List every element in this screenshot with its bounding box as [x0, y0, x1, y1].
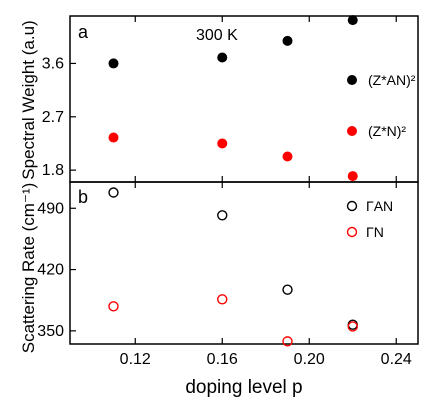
temperature-annotation: 300 K — [196, 27, 238, 44]
panel-b-ytick-label: 490 — [37, 200, 64, 217]
legend-marker-gan — [346, 200, 358, 212]
x-tick-label: 0.16 — [207, 351, 238, 368]
data-point — [347, 321, 358, 332]
panel-a-label: a — [78, 22, 89, 42]
panel-a-ytick-label: 2.7 — [42, 109, 64, 126]
panel-a-frame — [69, 15, 419, 183]
panel-a-ytick-label: 1.8 — [42, 162, 64, 179]
x-tick-label: 0.24 — [381, 351, 412, 368]
legend-label-zan: (Z*AN)² — [368, 72, 416, 88]
data-point — [108, 58, 119, 69]
data-point — [282, 284, 293, 295]
data-point — [282, 35, 293, 46]
legend-label-gan: ΓAN — [366, 198, 393, 214]
data-point — [108, 132, 119, 143]
data-point — [347, 15, 358, 26]
data-point — [217, 52, 228, 63]
legend-panel-a: (Z*AN)² (Z*N)² — [347, 72, 416, 139]
panel-a-ytick-label: 3.6 — [42, 55, 64, 72]
legend-panel-b: ΓAN ΓN — [346, 198, 393, 240]
panel-b-ytick-label: 420 — [37, 262, 64, 279]
panel-b-frame — [69, 181, 419, 345]
legend-marker-gn — [346, 226, 358, 238]
data-point — [108, 301, 119, 312]
data-point — [217, 138, 228, 149]
legend-marker-zn — [347, 126, 357, 136]
legend-label-zn: (Z*N)² — [368, 123, 406, 139]
legend-label-gn: ΓN — [366, 224, 384, 240]
data-point — [217, 294, 228, 305]
legend-marker-zan — [347, 75, 357, 85]
plot-marks: 1.8 2.7 3.6 350 420 490 0.12 0.16 0.20 0.24 — [37, 15, 412, 368]
panel-b-label: b — [78, 187, 88, 207]
panel-b-ytick-label: 350 — [37, 323, 64, 340]
data-point — [108, 187, 119, 198]
data-point — [282, 336, 293, 347]
panel-b-ylabel: Scattering Rate (cm⁻¹) — [19, 183, 38, 354]
data-point — [347, 171, 358, 182]
x-tick-label: 0.20 — [294, 351, 325, 368]
data-point — [282, 151, 293, 162]
x-tick-label: 0.12 — [120, 351, 151, 368]
x-axis-label: doping level p — [185, 377, 302, 398]
data-point — [217, 210, 228, 221]
panel-a-ylabel: Spectral Weight (a.u) — [19, 20, 38, 179]
